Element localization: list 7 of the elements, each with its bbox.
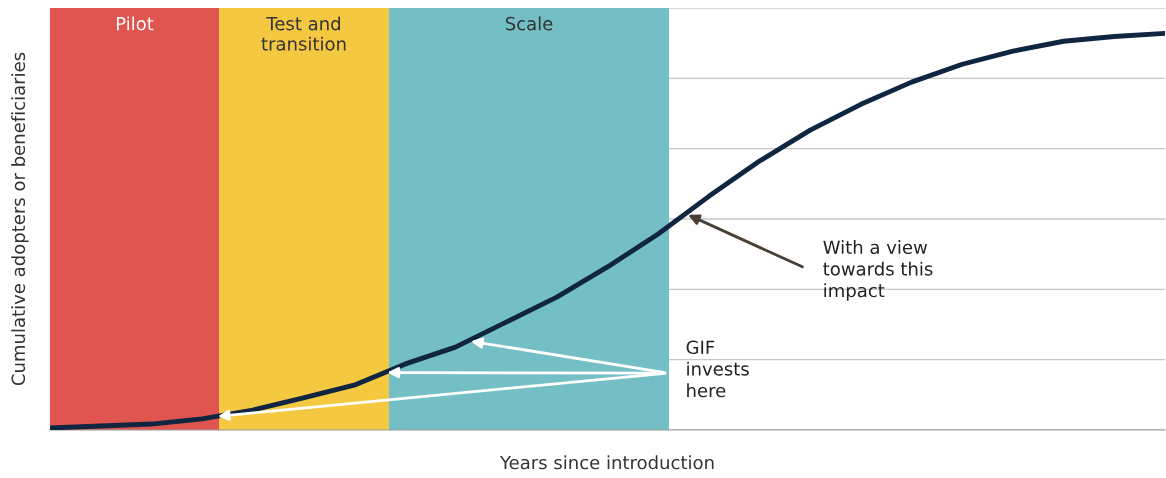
annotation: Test and transition bbox=[261, 16, 346, 51]
y-axis-title: Cumulative adopters or beneficiaries bbox=[11, 52, 29, 386]
x-axis-title: Years since introduction bbox=[499, 455, 714, 470]
annotation: With a view towards this impact bbox=[823, 240, 933, 301]
annotation: GIF invests here bbox=[686, 340, 749, 398]
text: Pilot bbox=[116, 16, 154, 31]
text: Scale bbox=[505, 16, 553, 31]
